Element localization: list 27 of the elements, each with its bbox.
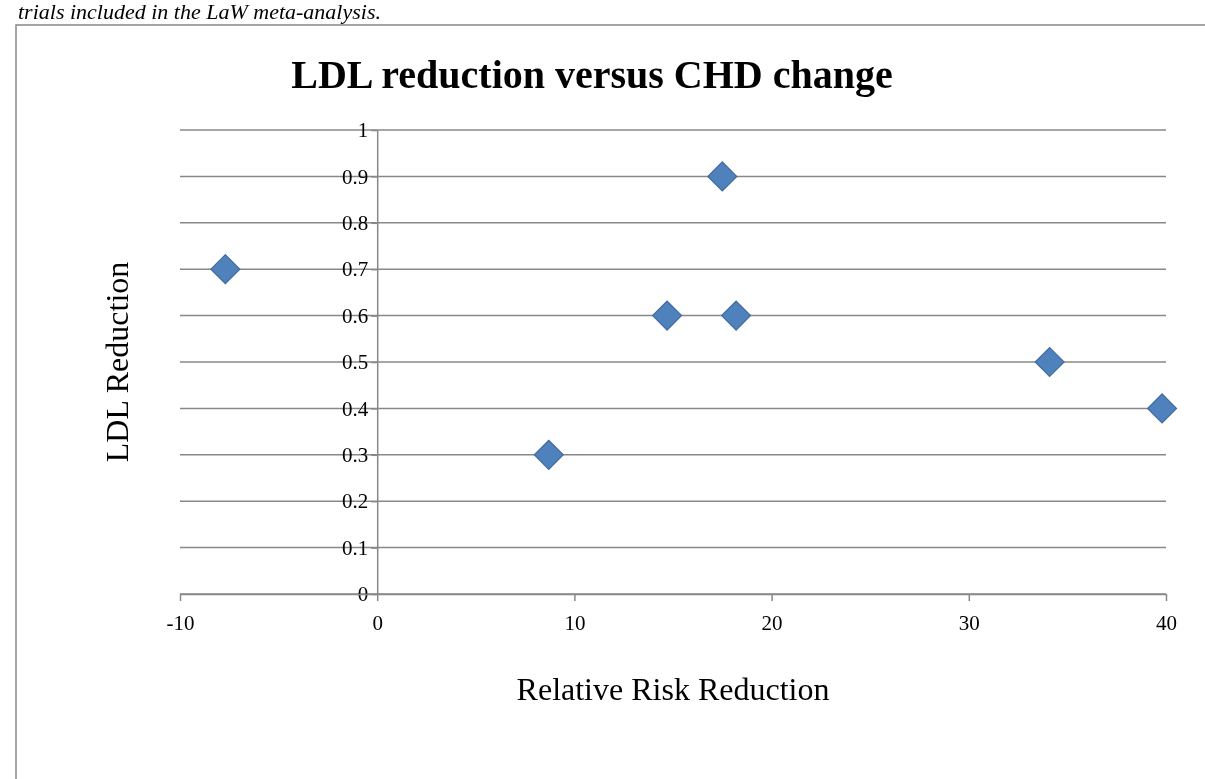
x-axis-title: Relative Risk Reduction <box>516 671 830 707</box>
x-tick-label: 40 <box>1156 610 1177 635</box>
y-tick-label: 0 <box>357 582 369 607</box>
point <box>210 254 241 285</box>
point <box>533 439 564 470</box>
y-tick-label: 0.5 <box>341 350 369 375</box>
point <box>1034 346 1065 378</box>
y-axis-title: LDL Reduction <box>99 261 135 463</box>
y-tick-label: 0.7 <box>341 257 369 282</box>
y-tick-label: 0.1 <box>341 535 369 560</box>
text: trials included in the LaW meta-analysis. <box>18 0 381 24</box>
x-tick-label: -10 <box>166 610 195 635</box>
chart-title: LDL reduction versus CHD change <box>291 52 893 97</box>
x-tick-label: 30 <box>958 610 980 635</box>
y-tick-label: 0.2 <box>341 489 369 514</box>
y-tick-label: 0.3 <box>341 443 369 468</box>
point <box>721 300 752 331</box>
point <box>651 300 683 331</box>
y-tick-label: 0.6 <box>341 303 369 328</box>
point <box>1146 393 1178 424</box>
x-tick-label: 20 <box>761 610 783 635</box>
y-tick-label: 0.8 <box>341 211 369 236</box>
y-tick-label: 0.4 <box>341 396 369 421</box>
y-tick-label: 1 <box>357 118 369 143</box>
y-tick-label: 0.9 <box>341 164 369 189</box>
x-tick-label: 10 <box>564 610 586 635</box>
point <box>707 161 738 192</box>
